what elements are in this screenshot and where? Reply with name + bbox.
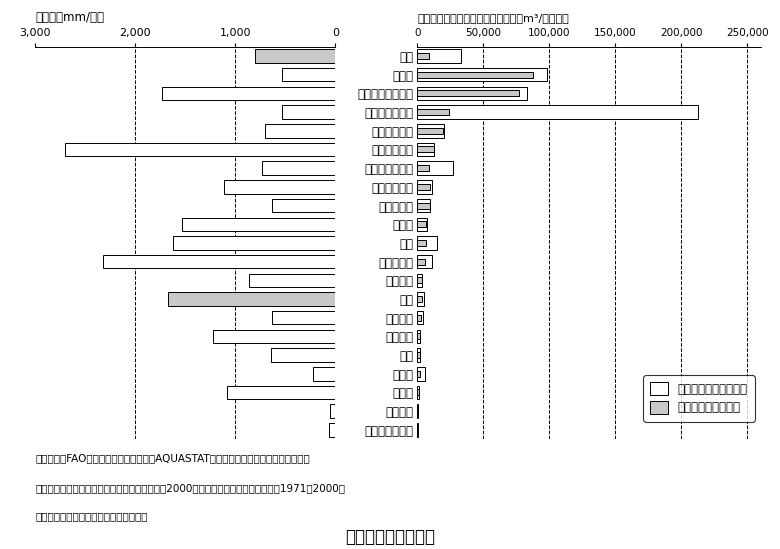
Bar [417,161,452,175]
Bar [417,311,423,324]
Bar [168,292,335,306]
Text: 降水量（mm/年）: 降水量（mm/年） [35,10,104,24]
Bar [271,199,335,212]
Bar [417,371,420,377]
Bar [417,143,434,156]
Bar [271,311,335,324]
Bar [264,124,335,137]
Bar [417,255,432,268]
Text: の平均値で，国土交通省水資源部調べ: の平均値で，国土交通省水資源部調べ [35,512,147,522]
Bar [417,296,422,302]
Bar [182,217,335,231]
Bar [417,352,420,358]
Bar [417,87,526,100]
Legend: １人当たり年降水総量, １人当たり水資源量: １人当たり年降水総量, １人当たり水資源量 [644,376,754,422]
Bar [417,53,429,59]
Bar [417,203,430,209]
Bar [282,105,335,119]
Bar [313,367,335,380]
Bar [417,91,519,97]
Bar [213,329,335,343]
Bar [65,143,335,156]
Bar [262,161,335,175]
Bar [417,165,429,171]
Bar [417,199,430,212]
Bar [329,423,335,436]
Bar [417,386,419,399]
Bar [254,49,335,63]
Bar [225,180,335,194]
Bar [417,105,698,119]
Bar [249,273,335,287]
Bar [417,329,420,343]
Bar [417,68,547,81]
Text: （注）１．FAO（国連食糧農業機関）「AQUASTAT」をもとに国土交通省水資源部作成: （注）１．FAO（国連食糧農業機関）「AQUASTAT」をもとに国土交通省水資源… [35,453,310,463]
Bar [417,221,427,227]
Bar [417,109,449,115]
Bar [417,217,427,231]
Bar [417,124,444,137]
Bar [417,273,422,287]
Bar [417,184,431,190]
Bar [162,87,335,100]
Bar [417,49,461,63]
Bar [417,277,421,283]
Bar [282,68,335,81]
Bar [417,315,421,321]
Text: ２．日本の人口は総務省統計局「国勢調査」（2000年），平均降水量と水資源量は1971～2000年: ２．日本の人口は総務省統計局「国勢調査」（2000年），平均降水量と水資源量は1… [35,483,345,493]
Bar [417,180,431,194]
Text: 世界各国の降水量等: 世界各国の降水量等 [345,528,435,546]
Bar [417,240,426,246]
Bar [417,333,420,339]
Bar [417,72,533,78]
Bar [417,236,438,250]
Bar [417,292,424,306]
Text: 一人当たり年降水総量・水資源量（m³/人・年）: 一人当たり年降水総量・水資源量（m³/人・年） [417,13,569,23]
Bar [271,349,335,362]
Bar [417,389,419,395]
Bar [417,128,443,134]
Bar [417,259,425,265]
Bar [417,367,424,380]
Bar [173,236,335,250]
Bar [330,405,335,418]
Bar [417,349,420,362]
Bar [227,386,335,399]
Bar [417,147,434,153]
Bar [104,255,335,268]
